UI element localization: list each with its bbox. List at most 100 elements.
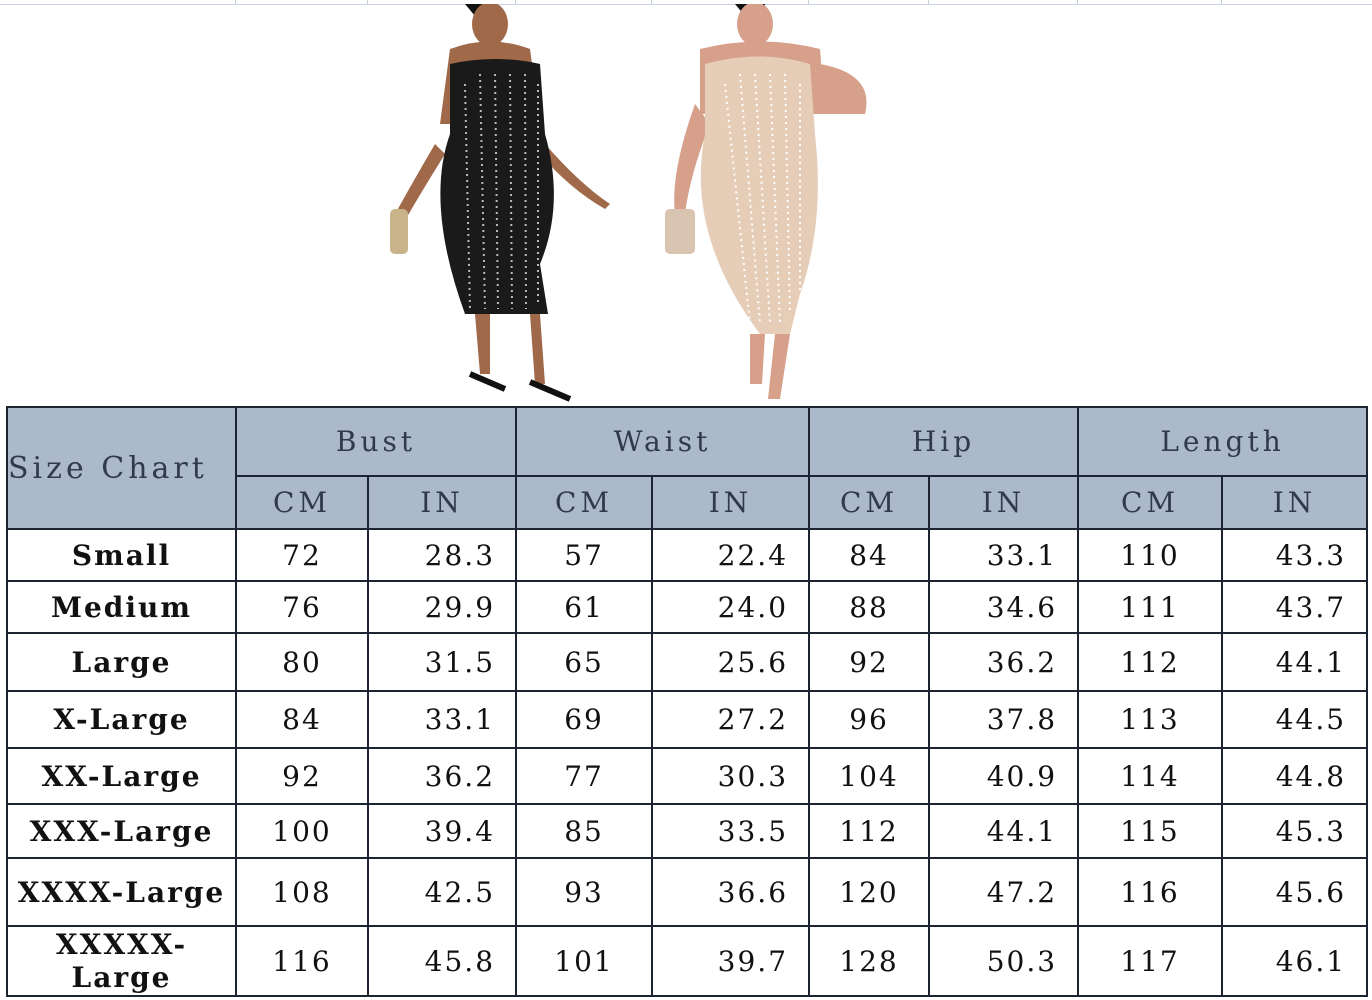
measurement-cell: 42.5 <box>366 857 518 927</box>
unit-header: IN <box>651 475 811 530</box>
size-chart-table: Size Chart Bust Waist Hip Length CM IN CM I… <box>6 406 1369 997</box>
measurement-cell: 39.7 <box>651 925 811 997</box>
unit-header: CM <box>235 475 369 530</box>
header-length: Length <box>1077 406 1369 477</box>
measurement-cell: 128 <box>808 925 931 997</box>
table-row: XXXX-Large 108 42.5 93 36.6 120 47.2 116 45.6 <box>6 857 1369 927</box>
product-photo-black-dress <box>390 4 610 402</box>
sheet-gridline <box>651 0 652 4</box>
measurement-cell: 44.5 <box>1221 690 1369 749</box>
table-row: XXXXX-Large 116 45.8 101 39.7 128 50.3 117 46.1 <box>6 925 1369 997</box>
measurement-cell: 88 <box>808 580 931 634</box>
unit-header: IN <box>928 475 1080 530</box>
table-row: X-Large 84 33.1 69 27.2 96 37.8 113 44.5 <box>6 690 1369 749</box>
product-photo-nude-dress <box>665 4 867 399</box>
measurement-cell: 45.6 <box>1221 857 1369 927</box>
measurement-cell: 92 <box>808 632 931 692</box>
measurement-cell: 76 <box>235 580 369 634</box>
sheet-gridline <box>928 0 929 4</box>
measurement-cell: 44.1 <box>1221 632 1369 692</box>
measurement-cell: 57 <box>515 528 654 582</box>
sheet-gridline <box>808 0 809 4</box>
measurement-cell: 33.1 <box>366 690 518 749</box>
measurement-cell: 33.1 <box>928 528 1080 582</box>
measurement-cell: 115 <box>1077 803 1224 859</box>
measurement-cell: 40.9 <box>928 747 1080 805</box>
measurement-cell: 37.8 <box>928 690 1080 749</box>
measurement-cell: 77 <box>515 747 654 805</box>
table-row: Large 80 31.5 65 25.6 92 36.2 112 44.1 <box>6 632 1369 692</box>
unit-header: CM <box>515 475 654 530</box>
unit-header: CM <box>808 475 931 530</box>
measurement-cell: 30.3 <box>651 747 811 805</box>
measurement-cell: 36.2 <box>928 632 1080 692</box>
measurement-cell: 92 <box>235 747 369 805</box>
measurement-cell: 43.3 <box>1221 528 1369 582</box>
measurement-cell: 65 <box>515 632 654 692</box>
measurement-cell: 80 <box>235 632 369 692</box>
table-row: Small 72 28.3 57 22.4 84 33.1 110 43.3 <box>6 528 1369 582</box>
measurement-cell: 34.6 <box>928 580 1080 634</box>
measurement-cell: 44.8 <box>1221 747 1369 805</box>
measurement-cell: 84 <box>808 528 931 582</box>
measurement-cell: 43.7 <box>1221 580 1369 634</box>
measurement-cell: 45.3 <box>1221 803 1369 859</box>
sheet-gridline <box>515 0 516 4</box>
size-chart-title: Size Chart <box>6 406 237 530</box>
measurement-cell: 22.4 <box>651 528 811 582</box>
measurement-cell: 100 <box>235 803 369 859</box>
table-row: XX-Large 92 36.2 77 30.3 104 40.9 114 44.8 <box>6 747 1369 805</box>
sheet-gridline <box>1077 0 1078 4</box>
measurement-cell: 61 <box>515 580 654 634</box>
sheet-gridline <box>235 0 236 4</box>
header-hip: Hip <box>808 406 1080 477</box>
measurement-cell: 47.2 <box>928 857 1080 927</box>
size-label: XXXX-Large <box>6 857 237 927</box>
measurement-cell: 39.4 <box>366 803 518 859</box>
measurement-cell: 69 <box>515 690 654 749</box>
size-label: XXX-Large <box>6 803 237 859</box>
header-waist: Waist <box>515 406 811 477</box>
measurement-cell: 101 <box>515 925 654 997</box>
measurement-cell: 116 <box>235 925 369 997</box>
measurement-cell: 31.5 <box>366 632 518 692</box>
unit-header: CM <box>1077 475 1224 530</box>
measurement-cell: 36.2 <box>366 747 518 805</box>
table-row: XXX-Large 100 39.4 85 33.5 112 44.1 115 45.3 <box>6 803 1369 859</box>
measurement-cell: 44.1 <box>928 803 1080 859</box>
measurement-cell: 24.0 <box>651 580 811 634</box>
sheet-gridline <box>367 0 368 4</box>
table-row: Medium 76 29.9 61 24.0 88 34.6 111 43.7 <box>6 580 1369 634</box>
size-label: XXXXX-Large <box>6 925 237 997</box>
sheet-gridline <box>1221 0 1222 4</box>
header-bust: Bust <box>234 406 518 477</box>
size-label: Small <box>6 528 237 582</box>
size-label: X-Large <box>6 690 237 749</box>
measurement-cell: 104 <box>808 747 931 805</box>
measurement-cell: 114 <box>1077 747 1224 805</box>
measurement-cell: 117 <box>1077 925 1224 997</box>
measurement-cell: 116 <box>1077 857 1224 927</box>
measurement-cell: 96 <box>808 690 931 749</box>
sheet-gridline <box>0 4 1372 5</box>
unit-header: IN <box>366 475 518 530</box>
measurement-cell: 108 <box>235 857 369 927</box>
measurement-cell: 46.1 <box>1221 925 1369 997</box>
measurement-cell: 113 <box>1077 690 1224 749</box>
measurement-cell: 29.9 <box>366 580 518 634</box>
measurement-cell: 33.5 <box>651 803 811 859</box>
size-label: Medium <box>6 580 237 634</box>
measurement-cell: 110 <box>1077 528 1224 582</box>
measurement-cell: 112 <box>808 803 931 859</box>
measurement-cell: 50.3 <box>928 925 1080 997</box>
measurement-cell: 111 <box>1077 580 1224 634</box>
size-label: Large <box>6 632 237 692</box>
measurement-cell: 45.8 <box>366 925 518 997</box>
unit-header: IN <box>1221 475 1369 530</box>
measurement-cell: 28.3 <box>366 528 518 582</box>
measurement-cell: 85 <box>515 803 654 859</box>
measurement-cell: 36.6 <box>651 857 811 927</box>
measurement-cell: 84 <box>235 690 369 749</box>
size-label: XX-Large <box>6 747 237 805</box>
measurement-cell: 93 <box>515 857 654 927</box>
